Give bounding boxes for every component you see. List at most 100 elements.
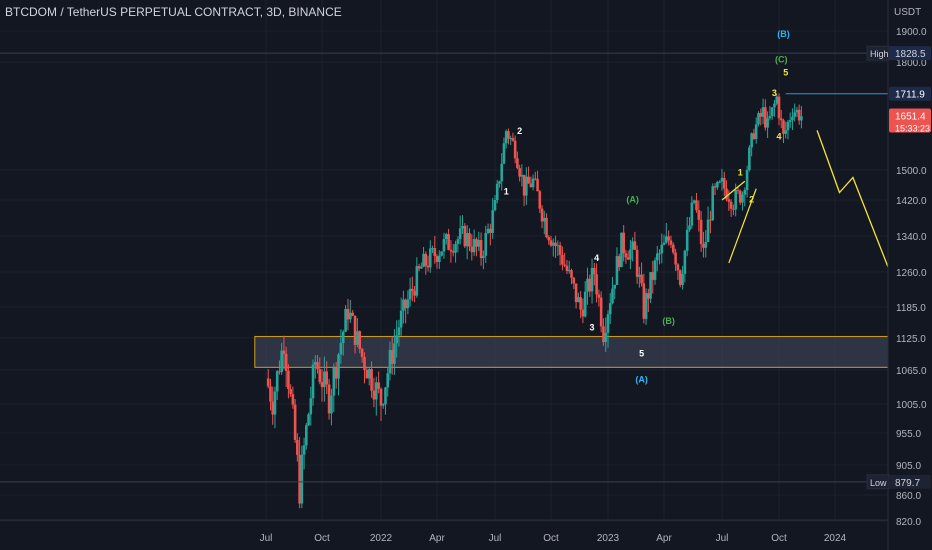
candle-body bbox=[579, 297, 582, 310]
wave-label: 1 bbox=[504, 186, 509, 196]
candle-body bbox=[386, 373, 390, 388]
low-tag: Low bbox=[870, 478, 887, 488]
candle-body bbox=[588, 278, 592, 292]
time-tick-label: Apr bbox=[429, 533, 445, 544]
price-tick-label: 1005.0 bbox=[896, 400, 927, 411]
chart-grid bbox=[0, 0, 888, 522]
candle-body bbox=[563, 264, 566, 266]
candle-body bbox=[688, 225, 691, 230]
time-tick-label: Jul bbox=[489, 533, 502, 544]
candle-body bbox=[424, 253, 428, 266]
candle-body bbox=[504, 131, 508, 144]
candle-body bbox=[593, 267, 596, 275]
candle-body bbox=[766, 118, 769, 128]
candle-body bbox=[775, 96, 779, 104]
candle-body bbox=[269, 386, 272, 402]
candle-body bbox=[741, 194, 744, 203]
candle-body bbox=[520, 174, 524, 177]
candle-body bbox=[597, 294, 601, 298]
candle-body bbox=[296, 440, 299, 455]
candle-body bbox=[748, 147, 751, 170]
candle-body bbox=[784, 130, 788, 134]
price-tick-label: 1065.0 bbox=[896, 366, 927, 377]
candle-body bbox=[665, 236, 668, 243]
candle-body bbox=[590, 267, 594, 292]
candle-body bbox=[604, 332, 608, 343]
candle-body bbox=[745, 169, 749, 190]
candle-body bbox=[660, 244, 664, 254]
candle-body bbox=[624, 253, 628, 258]
candle-body bbox=[280, 350, 283, 373]
candle-body bbox=[482, 255, 485, 259]
candle-body bbox=[463, 225, 467, 247]
candle-body bbox=[752, 133, 756, 139]
candle-body bbox=[683, 250, 687, 274]
candle-body bbox=[768, 116, 772, 119]
candle-body bbox=[793, 112, 796, 117]
candle-body bbox=[300, 454, 304, 504]
wave-label: 1 bbox=[738, 167, 743, 177]
time-tick-label: Apr bbox=[656, 533, 672, 544]
chart-title: BTCDOM / TetherUS PERPETUAL CONTRACT, 3D… bbox=[5, 5, 342, 19]
candle-body bbox=[599, 297, 603, 327]
candle-body bbox=[484, 232, 488, 256]
candle-body bbox=[282, 350, 286, 354]
candle-body bbox=[372, 390, 376, 400]
candle-body bbox=[676, 264, 680, 271]
candle-body bbox=[788, 120, 792, 122]
candle-body bbox=[479, 240, 483, 259]
candle-body bbox=[426, 265, 430, 268]
candle-body bbox=[313, 362, 317, 365]
candle-body bbox=[795, 109, 799, 113]
candle-body bbox=[554, 242, 557, 246]
candle-body bbox=[757, 113, 760, 125]
candle-body bbox=[477, 240, 481, 247]
candle-body bbox=[358, 331, 362, 349]
candle-body bbox=[633, 241, 637, 250]
high-value-tag: 1828.5 bbox=[895, 49, 926, 60]
price-tick-label: 1185.0 bbox=[896, 303, 926, 314]
candle-body bbox=[516, 158, 519, 169]
candle-body bbox=[718, 181, 721, 183]
candle-body bbox=[278, 371, 281, 373]
price-tick-label: 1800.0 bbox=[896, 58, 927, 69]
candle-body bbox=[415, 266, 419, 296]
candle-body bbox=[356, 331, 359, 345]
candle-body bbox=[620, 232, 623, 268]
candle-body bbox=[344, 308, 347, 332]
candle-body bbox=[561, 254, 564, 265]
candle-body bbox=[266, 378, 270, 387]
candle-body bbox=[754, 124, 758, 139]
candle-body bbox=[697, 210, 701, 220]
candle-body bbox=[791, 116, 794, 121]
candle-body bbox=[470, 246, 474, 253]
candle-body bbox=[602, 326, 605, 343]
time-tick-label: Jul bbox=[716, 533, 729, 544]
wave-label: 2 bbox=[517, 126, 522, 136]
wave-label: 3 bbox=[772, 88, 777, 98]
level-value-tag-bg bbox=[889, 86, 931, 101]
candle-body bbox=[690, 202, 694, 226]
candle-body bbox=[472, 239, 476, 253]
candle-body bbox=[531, 178, 535, 188]
candle-body bbox=[275, 371, 279, 392]
candle-body bbox=[631, 241, 634, 250]
candle-body bbox=[451, 251, 455, 253]
candle-body bbox=[493, 199, 497, 211]
wave-label: (B) bbox=[662, 316, 675, 326]
candle-body bbox=[595, 274, 598, 295]
candle-body bbox=[681, 273, 684, 285]
support-zone bbox=[254, 335, 932, 368]
candle-body bbox=[320, 381, 324, 388]
wave-label: (A) bbox=[626, 194, 639, 204]
candle-body bbox=[644, 293, 648, 319]
candle-body bbox=[522, 174, 526, 196]
price-axis: USDT 1900.0 1800.0 1500.0 1420.0 1340.0 1260.0… bbox=[866, 0, 932, 550]
candle-body bbox=[341, 331, 345, 343]
candle-body bbox=[570, 270, 573, 278]
candle-body bbox=[558, 245, 562, 255]
candle-body bbox=[458, 228, 462, 240]
price-tick-label: 1125.0 bbox=[896, 334, 926, 345]
candle-body bbox=[556, 245, 560, 247]
